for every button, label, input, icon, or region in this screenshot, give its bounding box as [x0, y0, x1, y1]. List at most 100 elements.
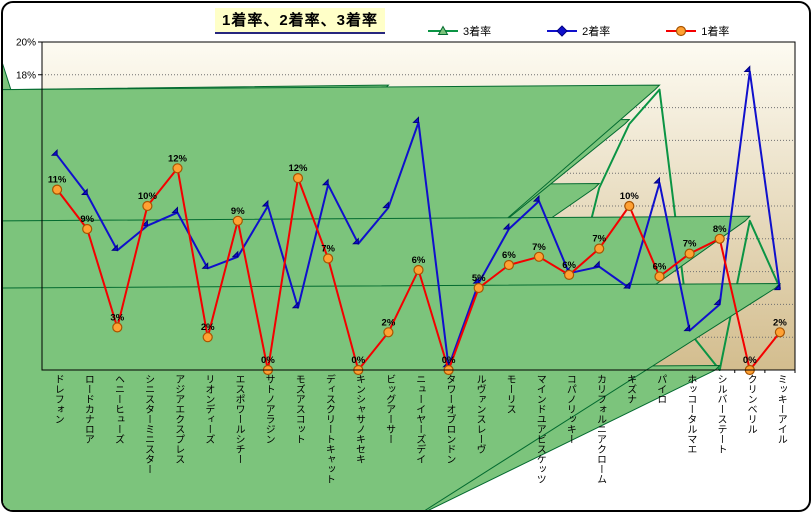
triangle-marker-icon: [437, 25, 449, 35]
circle-marker-icon: [232, 215, 243, 226]
svg-text:8%: 8%: [713, 224, 727, 235]
diamond-marker-icon: [231, 250, 239, 258]
x-axis-label: マインドユアビスケッツ: [534, 374, 546, 484]
x-axis-label: キンシャサノキセキ: [353, 374, 365, 464]
circle-marker-icon: [142, 200, 153, 212]
svg-text:7%: 7%: [683, 239, 697, 250]
diamond-marker-icon: [412, 116, 420, 123]
svg-text:7%: 7%: [592, 234, 606, 245]
svg-text:11%: 11%: [48, 175, 67, 186]
svg-text:5%: 5%: [472, 273, 486, 284]
svg-text:2%: 2%: [773, 317, 787, 328]
svg-text:6%: 6%: [412, 255, 426, 266]
svg-text:0%: 0%: [351, 355, 365, 366]
circle-marker-icon: [624, 200, 635, 212]
x-axis-label: ビッグアーサー: [383, 374, 395, 444]
svg-text:0%: 0%: [442, 355, 456, 366]
circle-marker-icon: [676, 25, 687, 37]
x-axis-label: ヘニーヒューズ: [112, 374, 124, 444]
circle-marker-icon: [292, 173, 304, 184]
series-diamond: [50, 65, 781, 368]
diamond-marker-icon: [171, 206, 179, 214]
x-axis-label: アジアエクスプレス: [172, 374, 184, 464]
svg-text:10%: 10%: [138, 191, 158, 202]
x-axis-label: ルヴァンスレーヴ: [473, 374, 485, 454]
legend-diamond-icon: [547, 25, 578, 37]
svg-text:0%: 0%: [261, 355, 275, 366]
circle-marker-icon: [503, 259, 514, 271]
plot-border: [41, 41, 796, 371]
diamond-marker-icon: [50, 149, 58, 156]
svg-text:12%: 12%: [168, 153, 188, 164]
diamond-marker-icon: [593, 260, 600, 268]
legend-item: 1着率: [666, 23, 729, 39]
diamond-marker-icon: [653, 176, 661, 184]
x-axis-label: ドレフォン: [52, 374, 64, 424]
diamond-marker-icon: [743, 65, 751, 73]
circle-marker-icon: [533, 251, 545, 262]
x-axis-label: キズナ: [624, 374, 636, 404]
legend-circle-icon: [666, 25, 697, 37]
legend-item: 2着率: [547, 23, 610, 39]
circle-marker-icon: [714, 233, 725, 244]
x-axis-label: ミッキーアイル: [775, 374, 787, 444]
circle-marker-icon: [473, 282, 484, 294]
svg-text:10%: 10%: [620, 191, 640, 202]
x-axis-label: コパノリッキー: [564, 374, 576, 444]
circle-marker-icon: [82, 223, 93, 235]
legend-label: 3着率: [463, 26, 492, 38]
svg-text:6%: 6%: [653, 262, 667, 273]
legend-item: 3着率: [428, 23, 491, 39]
diamond-marker-icon: [352, 237, 359, 245]
x-axis-label: カリフォルニアクローム: [594, 374, 606, 484]
svg-text:3%: 3%: [110, 312, 124, 323]
circle-marker-icon: [202, 332, 213, 343]
x-axis-label: ホッコータルマエ: [684, 374, 696, 454]
circle-marker-icon: [684, 248, 695, 259]
circle-marker-icon: [563, 269, 575, 280]
circle-marker-icon: [654, 271, 665, 282]
svg-text:6%: 6%: [502, 250, 516, 261]
svg-text:9%: 9%: [231, 206, 245, 217]
circle-marker-icon: [413, 264, 424, 276]
x-axis-label: サトノアラジン: [263, 374, 275, 444]
diamond-marker-icon: [321, 178, 329, 186]
diamond-marker-icon: [556, 25, 568, 37]
x-axis-label: ディスクリートキャット: [323, 374, 335, 484]
diamond-marker-icon: [683, 324, 691, 332]
svg-text:2%: 2%: [201, 322, 215, 333]
diamond-marker-icon: [623, 281, 630, 289]
x-axis-label: ロードカナロア: [82, 374, 94, 444]
diamond-marker-icon: [261, 199, 269, 207]
circle-marker-icon: [594, 243, 605, 254]
legend-triangle-icon: [428, 25, 458, 35]
x-axis-label: エスポワールシチー: [233, 374, 245, 464]
x-axis-label: シニスターミニスター: [142, 374, 154, 474]
x-axis-label: タワーオブロンドン: [443, 374, 455, 464]
x-axis-label: リオンディーズ: [202, 374, 214, 444]
diamond-marker-icon: [532, 194, 540, 202]
diamond-marker-icon: [111, 244, 118, 251]
legend-label: 2着率: [582, 26, 611, 38]
svg-text:7%: 7%: [532, 242, 546, 253]
diamond-marker-icon: [713, 298, 721, 305]
svg-text:0%: 0%: [743, 355, 757, 366]
series-triangle: [3, 63, 782, 510]
svg-text:18%: 18%: [16, 70, 36, 81]
circle-marker-icon: [172, 163, 183, 174]
svg-text:12%: 12%: [288, 163, 308, 174]
diamond-marker-icon: [291, 301, 299, 309]
circle-marker-icon: [323, 253, 334, 264]
data-labels: 11% 9% 3% 10% 12% 2% 9% 0% 12% 7% 0% 2% 6% 0% 5% 6% 7% 6%…: [48, 153, 787, 366]
x-axis-label: モズアスコット: [293, 374, 305, 444]
svg-text:20%: 20%: [16, 38, 36, 49]
svg-text:7%: 7%: [321, 244, 335, 255]
circle-marker-icon: [774, 327, 786, 338]
diamond-marker-icon: [773, 283, 781, 291]
circle-marker-icon: [383, 327, 394, 338]
svg-text:9%: 9%: [80, 214, 94, 225]
diamond-marker-icon: [201, 262, 209, 269]
circle-marker-icon: [51, 184, 63, 195]
x-axis-label: パイロ: [654, 374, 666, 404]
